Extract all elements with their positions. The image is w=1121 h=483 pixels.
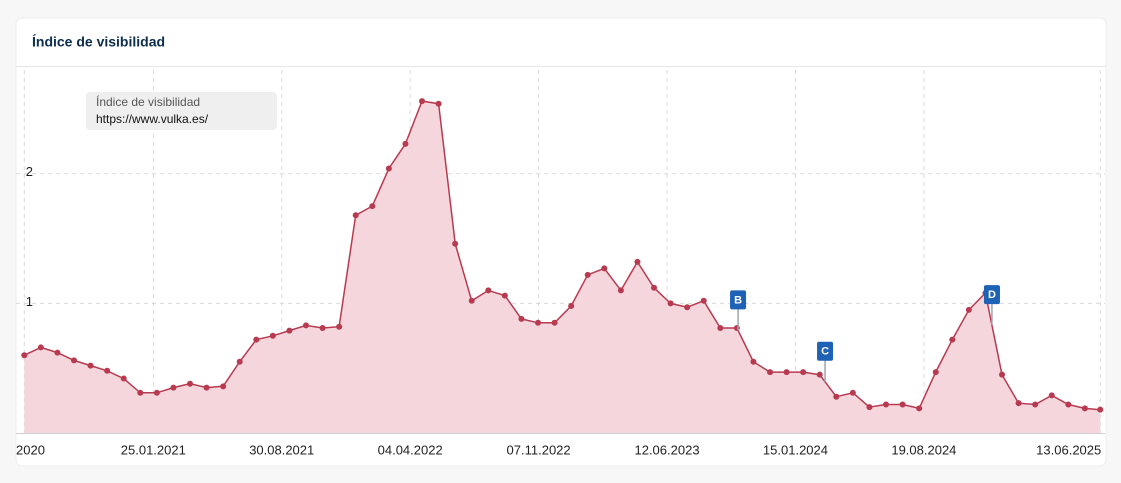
point [750, 358, 757, 365]
point [37, 344, 44, 351]
point [21, 352, 28, 359]
point [468, 297, 475, 304]
point [667, 300, 674, 307]
point [584, 271, 591, 278]
point [551, 319, 558, 326]
point [700, 297, 707, 304]
point [253, 336, 260, 343]
y-tick-label: 2 [26, 164, 33, 179]
point [303, 322, 310, 329]
x-tick-label: 19.08.2024 [891, 442, 956, 457]
point [501, 292, 508, 299]
point [220, 383, 227, 390]
point [435, 100, 442, 107]
point [518, 315, 525, 322]
point [352, 212, 359, 219]
annotation-flag: D [983, 285, 1000, 326]
flag-box [730, 290, 747, 310]
point [634, 258, 641, 265]
point [71, 357, 78, 364]
point [452, 240, 459, 247]
point [800, 369, 807, 376]
point [336, 323, 343, 330]
flag-label: D [988, 289, 996, 301]
x-tick-label: 12.06.2023 [634, 442, 699, 457]
overlay: 1 2 2020 25.01.2021 30.08.2021 04.04.2022 07.1… [16, 92, 1101, 457]
point [137, 389, 144, 396]
x-tick-label: 30.08.2021 [249, 442, 314, 457]
point [269, 332, 276, 339]
x-tick-label: 2020 [16, 442, 45, 457]
point [816, 371, 823, 378]
point [1032, 401, 1039, 408]
point [717, 324, 724, 331]
point [87, 362, 94, 369]
x-tick-label: 04.04.2022 [378, 442, 443, 457]
annotation-flag: B [730, 290, 747, 331]
point [187, 380, 194, 387]
point [104, 367, 111, 374]
point [319, 324, 326, 331]
legend-box [86, 92, 277, 130]
point [1048, 392, 1055, 399]
point [1015, 400, 1022, 407]
x-tick-label: 15.01.2024 [763, 442, 828, 457]
point [1097, 406, 1104, 413]
point [866, 404, 873, 411]
point [170, 384, 177, 391]
x-tick-label: 07.11.2022 [507, 442, 571, 457]
point [651, 284, 658, 291]
point [369, 203, 376, 210]
annotation-flag: C [817, 341, 834, 382]
point [833, 393, 840, 400]
x-tick-label: 25.01.2021 [121, 442, 186, 457]
plot [16, 70, 1105, 434]
x-tick-label: 13.06.2025 [1036, 442, 1101, 457]
point [684, 304, 691, 311]
point [617, 287, 624, 294]
y-tick-label: 1 [26, 294, 33, 309]
flag-label: C [821, 346, 829, 358]
point [485, 287, 492, 294]
point [601, 265, 608, 272]
point [203, 384, 210, 391]
point [999, 371, 1006, 378]
point [767, 369, 774, 376]
legend-title: Índice de visibilidad [96, 94, 200, 109]
point [286, 327, 293, 334]
point [733, 324, 740, 331]
point [153, 389, 160, 396]
legend: Índice de visibilidad https://www.vulka.e… [86, 92, 277, 130]
point [402, 140, 409, 147]
point [54, 349, 61, 356]
point [419, 98, 426, 105]
point [120, 375, 127, 382]
point [949, 336, 956, 343]
flag-box [817, 341, 834, 361]
point [932, 369, 939, 376]
area [24, 101, 1101, 433]
flag-box [983, 285, 1000, 305]
point [899, 401, 906, 408]
point [849, 389, 856, 396]
point [883, 401, 890, 408]
legend-entry: https://www.vulka.es/ [96, 112, 209, 126]
flag-label: B [734, 294, 742, 306]
card-title: Índice de visibilidad [32, 34, 165, 50]
point [916, 405, 923, 412]
point [385, 165, 392, 172]
point [568, 302, 575, 309]
point [535, 319, 542, 326]
point [236, 358, 243, 365]
point [1065, 401, 1072, 408]
point [1081, 405, 1088, 412]
point [965, 306, 972, 313]
point [783, 369, 790, 376]
